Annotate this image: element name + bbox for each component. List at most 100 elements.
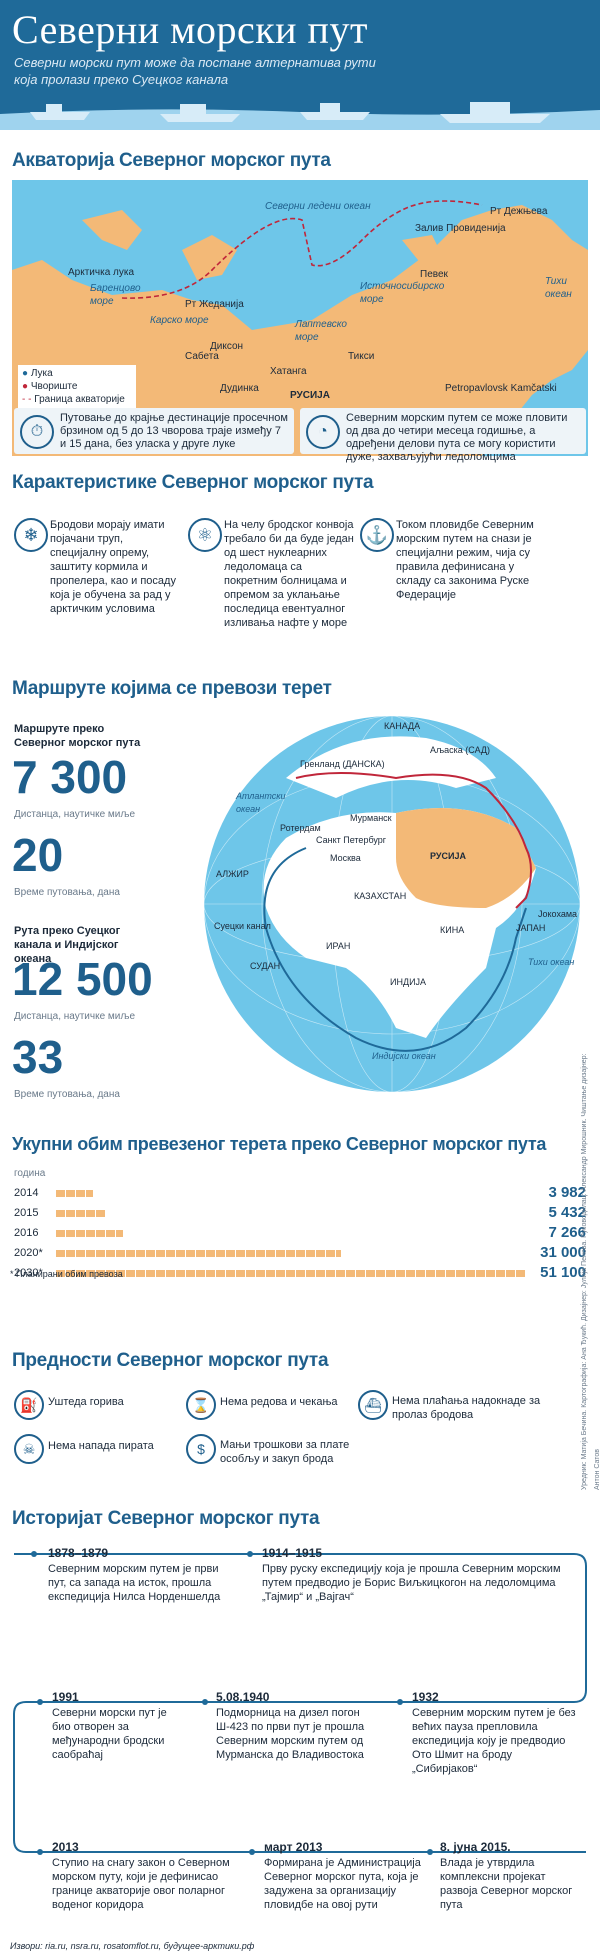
sources-footer: Извори: ria.ru, nsra.ru, rosatomflot.ru,…	[10, 1941, 255, 1951]
map-label-sabeta: Сабета	[185, 351, 219, 362]
cost-icon: $	[186, 1434, 216, 1464]
event-7-date: март 2013	[264, 1840, 323, 1854]
event-4-date: 5.08.1940	[216, 1690, 270, 1704]
header-banner: Северни морски пут Северни морски пут мо…	[0, 0, 600, 130]
chart-value-label: 51 100	[540, 1264, 586, 1281]
legend-port: ● Лука	[22, 368, 53, 379]
globe-label-spb: Санкт Петербург	[316, 835, 387, 845]
globe-label-kazakhstan: КАЗАХСТАН	[354, 891, 407, 901]
toll-icon: ⛴	[358, 1390, 388, 1420]
map-label-tiksi: Тикси	[348, 351, 375, 362]
map-label-kara: Карско море	[150, 315, 209, 326]
map-label-east-siberian: Источносибирско море	[360, 281, 445, 305]
chart-category-label: 2016	[14, 1227, 39, 1239]
chart-footnote: * Планирани обим превоза	[10, 1269, 123, 1279]
event-3-text: Северни морски пут је био отворен за међ…	[52, 1707, 167, 1761]
section-title-routes: Маршруте којима се превози терет	[12, 678, 332, 699]
characteristic-3: Током пловидбе Северним морским путем на…	[396, 519, 534, 601]
timeline-path	[13, 1551, 587, 1855]
globe-label-algeria: АЛЖИР	[216, 869, 249, 879]
map-label-arctic-port: Арктичка лука	[68, 267, 135, 278]
legend-border: - - Граница акваторије	[22, 394, 125, 405]
clock-icon: ⏱	[20, 415, 54, 449]
credits-footer: Уредник: Матија Бечина. Картографија: Ан…	[581, 1053, 600, 1490]
globe-label-atlantic: Атлантски океан	[236, 791, 286, 814]
globe-label-alaska: Аљаска (САД)	[430, 745, 490, 755]
suez-days-unit: Време путовања, дана	[14, 1089, 120, 1100]
characteristic-2: На челу бродског конвоја требало би да б…	[224, 519, 354, 629]
section-title-cargo-volume: Укупни обим превезеног терета преко Севе…	[12, 1134, 547, 1154]
globe-label-rotterdam: Ротердам	[280, 823, 321, 833]
map-label-pevek: Певек	[420, 269, 448, 280]
section-title-characteristics: Карактеристике Северног морског пута	[12, 472, 374, 493]
event-5-text: Северним морским путем је без већих пауз…	[412, 1707, 576, 1775]
port-icon: ●	[22, 368, 29, 379]
advantage-lower-cost: Мањи трошкови за плате особљу и закуп бр…	[220, 1439, 350, 1465]
globe-label-japan: ЈАПАН	[516, 923, 546, 933]
pirate-icon: ☠	[14, 1434, 44, 1464]
map-label-arctic-ocean: Северни ледени океан	[265, 201, 371, 212]
event-8-date: 8. јуна 2015.	[440, 1840, 511, 1854]
fuel-icon: ⛽	[14, 1390, 44, 1420]
globe-label-moscow: Москва	[330, 853, 361, 863]
chart-bar	[56, 1190, 93, 1197]
map-label-russia: РУСИЈА	[290, 390, 330, 401]
event-8-text: Влада је утврдила комплексни пројекат ра…	[440, 1857, 573, 1911]
globe-label-sudan: СУДАН	[250, 961, 281, 971]
event-5-date: 1932	[412, 1690, 439, 1704]
globe-label-murmansk: Мурманск	[350, 813, 392, 823]
nsr-days-value: 20	[12, 829, 64, 881]
advantage-fuel: Уштеда горива	[48, 1396, 124, 1408]
globe-label-greenland: Гренланд (ДАНСКА)	[300, 759, 385, 769]
nsr-distance-unit: Дистанца, наутичке миље	[14, 809, 136, 820]
event-7-text: Формирана је Администрација Северног мор…	[264, 1857, 421, 1911]
chart-category-label: 2030*	[14, 1267, 43, 1279]
globe-label-india: ИНДИЈА	[390, 977, 427, 987]
chart-bar	[56, 1270, 526, 1277]
section-title-history: Историјат Северног морског пута	[12, 1508, 320, 1529]
ship-rules-icon: ⚓	[360, 518, 394, 552]
globe-label-canada: КАНАДА	[384, 721, 421, 731]
chart-category-label: 2015	[14, 1207, 39, 1219]
globe-label-yokohama: Јокохама	[538, 909, 578, 919]
page-title: Северни морски пут	[12, 7, 368, 52]
map-label-zhelaniya: Рт Жеданија	[185, 299, 244, 310]
globe-label-iran: ИРАН	[326, 941, 351, 951]
map-label-petropavlovsk: Petropavlovsk Kamčatski	[445, 383, 557, 394]
suez-distance-unit: Дистанца, наутичке миље	[14, 1011, 136, 1022]
note-season: ◔ Северним морским путем се може пловити…	[300, 408, 586, 463]
event-6-text: Ступио на снагу закон о Северном морском…	[52, 1857, 230, 1911]
suez-days-value: 33	[12, 1031, 64, 1083]
map-label-khatanga: Хатанга	[270, 366, 307, 377]
event-2-text: Прву руску експедицију која је прошла Се…	[262, 1563, 561, 1603]
chart-value-label: 7 266	[548, 1224, 586, 1241]
chart-bar	[56, 1210, 106, 1217]
characteristic-1: Бродови морају имати појачани труп, спец…	[50, 519, 176, 615]
page-subtitle: Северни морски пут може да постане алтер…	[14, 55, 376, 87]
queue-icon: ⌛	[186, 1390, 216, 1420]
map-label-dezhnev: Рт Дежњева	[490, 206, 548, 217]
globe-label-russia: РУСИЈА	[430, 851, 466, 861]
nsr-route-label: Маршруте преко Северног морског пута	[14, 723, 141, 749]
ships-illustration	[0, 102, 600, 130]
snowflake-icon: ❄	[14, 518, 48, 552]
globe-routes-map	[203, 715, 581, 1093]
map-label-provideniya: Залив Провиденија	[415, 223, 506, 234]
map-label-dikson: Диксон	[210, 341, 244, 352]
chart-value-label: 31 000	[540, 1244, 586, 1261]
chart-category-label: 2020*	[14, 1247, 43, 1259]
border-line-icon: - -	[22, 394, 32, 405]
chart-bar	[56, 1230, 123, 1237]
globe-label-suez: Суецки канал	[214, 921, 271, 931]
globe-label-pacific: Тихи океан	[528, 957, 575, 967]
nsr-distance-value: 7 300	[12, 751, 128, 803]
advantage-no-pirates: Нема напада пирата	[48, 1440, 154, 1452]
section-title-aquatory: Акваторија Северног морског пута	[12, 150, 331, 171]
event-4-text: Подморница на дизел погон Ш-423 по први …	[216, 1707, 365, 1761]
chart-category-label: 2014	[14, 1187, 39, 1199]
suez-route-label: Рута преко Суецког канала и Индијског ок…	[14, 925, 121, 965]
event-2-date: 1914–1915	[262, 1546, 323, 1560]
event-1-text: Северним морским путем је први пут, са з…	[48, 1563, 221, 1603]
chart-value-label: 3 982	[548, 1184, 586, 1201]
hub-icon: ●	[22, 381, 29, 392]
